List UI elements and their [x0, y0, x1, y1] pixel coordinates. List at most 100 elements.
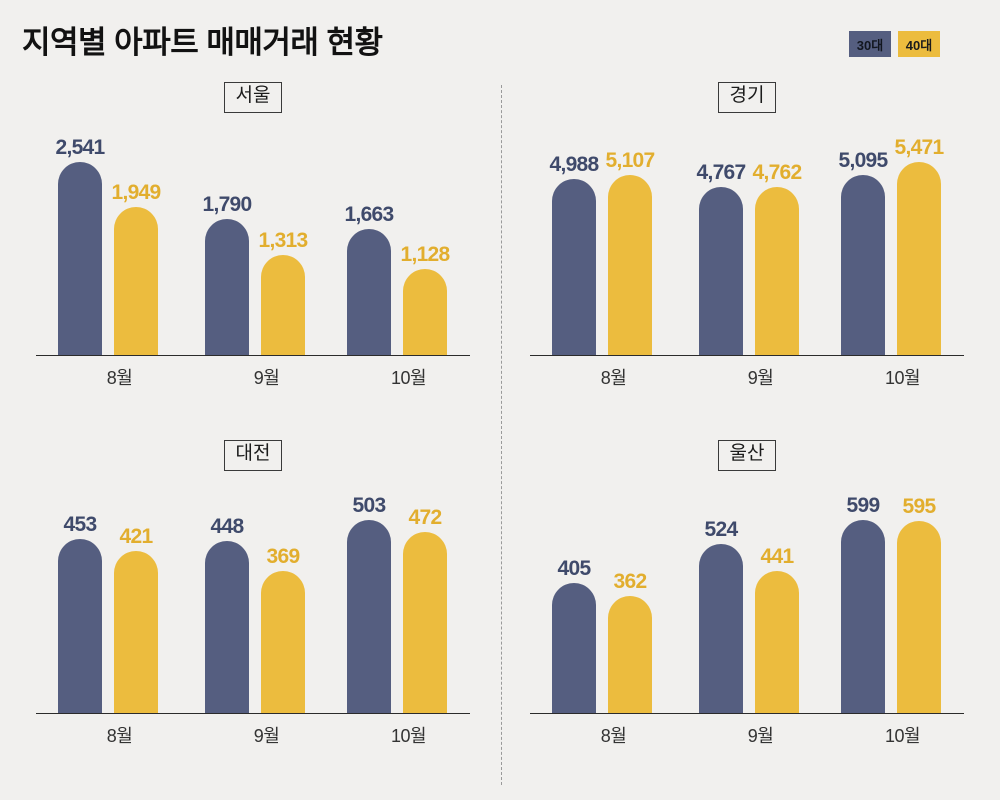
- bar-40dae: [403, 269, 447, 355]
- bar-value-label: 1,790: [202, 193, 252, 216]
- panel-title: 경기: [717, 82, 777, 113]
- bar-value-label: 5,471: [894, 136, 944, 159]
- plot-area: 405 362 8월 524 441 9월 599 595 10월: [512, 478, 982, 746]
- bar-value-label: 369: [266, 545, 301, 568]
- bar-pair: 4,988 5,107: [530, 120, 675, 355]
- bar-slot-30dae: 4,988: [549, 153, 599, 355]
- bar-pair: 2,541 1,949: [36, 120, 181, 355]
- bar-pair: 453 421: [36, 478, 181, 713]
- bar-pair: 4,767 4,762: [677, 120, 822, 355]
- bar-slot-30dae: 448: [205, 515, 249, 713]
- bar-group: 524 441: [677, 478, 822, 713]
- bar-slot-40dae: 1,949: [111, 181, 161, 355]
- tick-text: 8월: [600, 368, 627, 388]
- bar-slot-40dae: 5,471: [894, 136, 944, 355]
- bar-value-label: 4,988: [549, 153, 599, 176]
- bar-40dae: [897, 162, 941, 355]
- legend-label: 30대: [856, 37, 884, 53]
- bar-40dae: [755, 187, 799, 355]
- panel-title: 대전: [223, 440, 283, 471]
- page-title: 지역별 아파트 매매거래 현황: [22, 25, 383, 60]
- chart-panel-gyeonggi: 경기 4,988 5,107 8월 4,767 4,762 9월 5,095 5,471 10월: [512, 82, 982, 412]
- bar-value-label: 421: [119, 525, 154, 548]
- bar-value-label: 524: [704, 518, 739, 541]
- x-axis-tick-label: 8월: [530, 722, 675, 748]
- bar-40dae: [261, 255, 305, 355]
- bar-pair: 1,790 1,313: [183, 120, 328, 355]
- bar-40dae: [755, 571, 799, 713]
- bar-pair: 405 362: [530, 478, 675, 713]
- bar-30dae: [58, 539, 102, 713]
- chart-panel-seoul: 서울 2,541 1,949 8월 1,790 1,313 9월 1,663 1,128 10월: [18, 82, 488, 412]
- bar-value-label: 1,313: [258, 229, 308, 252]
- bar-slot-40dae: 1,128: [400, 243, 450, 355]
- bar-40dae: [114, 207, 158, 355]
- bar-pair: 599 595: [819, 478, 964, 713]
- bar-value-label: 2,541: [55, 136, 105, 159]
- x-axis-tick-label: 8월: [36, 364, 181, 390]
- legend-label: 40대: [905, 37, 933, 53]
- bar-slot-40dae: 5,107: [605, 149, 655, 355]
- bar-group: 5,095 5,471: [819, 120, 964, 355]
- bar-40dae: [608, 175, 652, 355]
- bar-30dae: [58, 162, 102, 355]
- bar-value-label: 362: [613, 570, 648, 593]
- bar-30dae: [841, 175, 885, 355]
- tick-text: 9월: [747, 726, 774, 746]
- plot-area: 453 421 8월 448 369 9월 503 472 10월: [18, 478, 488, 746]
- bar-slot-40dae: 441: [755, 545, 799, 713]
- bar-slot-40dae: 4,762: [752, 161, 802, 355]
- bar-value-label: 5,095: [838, 149, 888, 172]
- bar-value-label: 441: [760, 545, 795, 568]
- bar-slot-30dae: 503: [347, 494, 391, 713]
- tick-text: 10월: [390, 368, 427, 388]
- chart-panel-ulsan: 울산 405 362 8월 524 441 9월 599 595 10월: [512, 440, 982, 770]
- panel-title-wrap: 대전: [18, 440, 488, 471]
- panel-divider-vertical: [501, 85, 502, 785]
- tick-text: 9월: [253, 726, 280, 746]
- bar-40dae: [114, 551, 158, 713]
- bar-slot-30dae: 524: [699, 518, 743, 713]
- bar-40dae: [261, 571, 305, 713]
- axis-baseline: [36, 713, 470, 714]
- axis-baseline: [36, 355, 470, 356]
- bar-slot-30dae: 1,790: [202, 193, 252, 355]
- bar-30dae: [841, 520, 885, 713]
- bar-group: 405 362: [530, 478, 675, 713]
- panel-title: 울산: [717, 440, 777, 471]
- tick-text: 9월: [747, 368, 774, 388]
- bar-slot-40dae: 362: [608, 570, 652, 713]
- bar-40dae: [897, 521, 941, 713]
- panel-title: 서울: [223, 82, 283, 113]
- bar-30dae: [699, 187, 743, 355]
- x-axis-tick-label: 9월: [183, 722, 328, 748]
- bar-pair: 1,663 1,128: [325, 120, 470, 355]
- bar-group: 4,988 5,107: [530, 120, 675, 355]
- chart-panel-daejeon: 대전 453 421 8월 448 369 9월 503 472 10월: [18, 440, 488, 770]
- bar-group: 2,541 1,949: [36, 120, 181, 355]
- bar-value-label: 503: [352, 494, 387, 517]
- x-axis-tick-label: 10월: [819, 722, 964, 748]
- axis-baseline: [530, 713, 964, 714]
- bar-30dae: [205, 219, 249, 355]
- bar-value-label: 405: [557, 557, 592, 580]
- bar-value-label: 595: [902, 495, 937, 518]
- legend: 30대 40대: [849, 31, 940, 57]
- bar-30dae: [347, 520, 391, 713]
- x-axis-tick-label: 9월: [183, 364, 328, 390]
- tick-text: 9월: [253, 368, 280, 388]
- bar-slot-40dae: 595: [897, 495, 941, 713]
- legend-item-40dae: 40대: [898, 31, 940, 57]
- bar-group: 1,790 1,313: [183, 120, 328, 355]
- panel-title-wrap: 경기: [512, 82, 982, 113]
- panel-title-wrap: 서울: [18, 82, 488, 113]
- bar-value-label: 1,949: [111, 181, 161, 204]
- plot-area: 4,988 5,107 8월 4,767 4,762 9월 5,095 5,471 10월: [512, 120, 982, 388]
- bar-value-label: 1,663: [344, 203, 394, 226]
- bar-30dae: [347, 229, 391, 355]
- x-axis-tick-label: 10월: [325, 722, 470, 748]
- bar-30dae: [552, 179, 596, 355]
- tick-text: 10월: [884, 726, 921, 746]
- bar-value-label: 599: [846, 494, 881, 517]
- bar-value-label: 4,762: [752, 161, 802, 184]
